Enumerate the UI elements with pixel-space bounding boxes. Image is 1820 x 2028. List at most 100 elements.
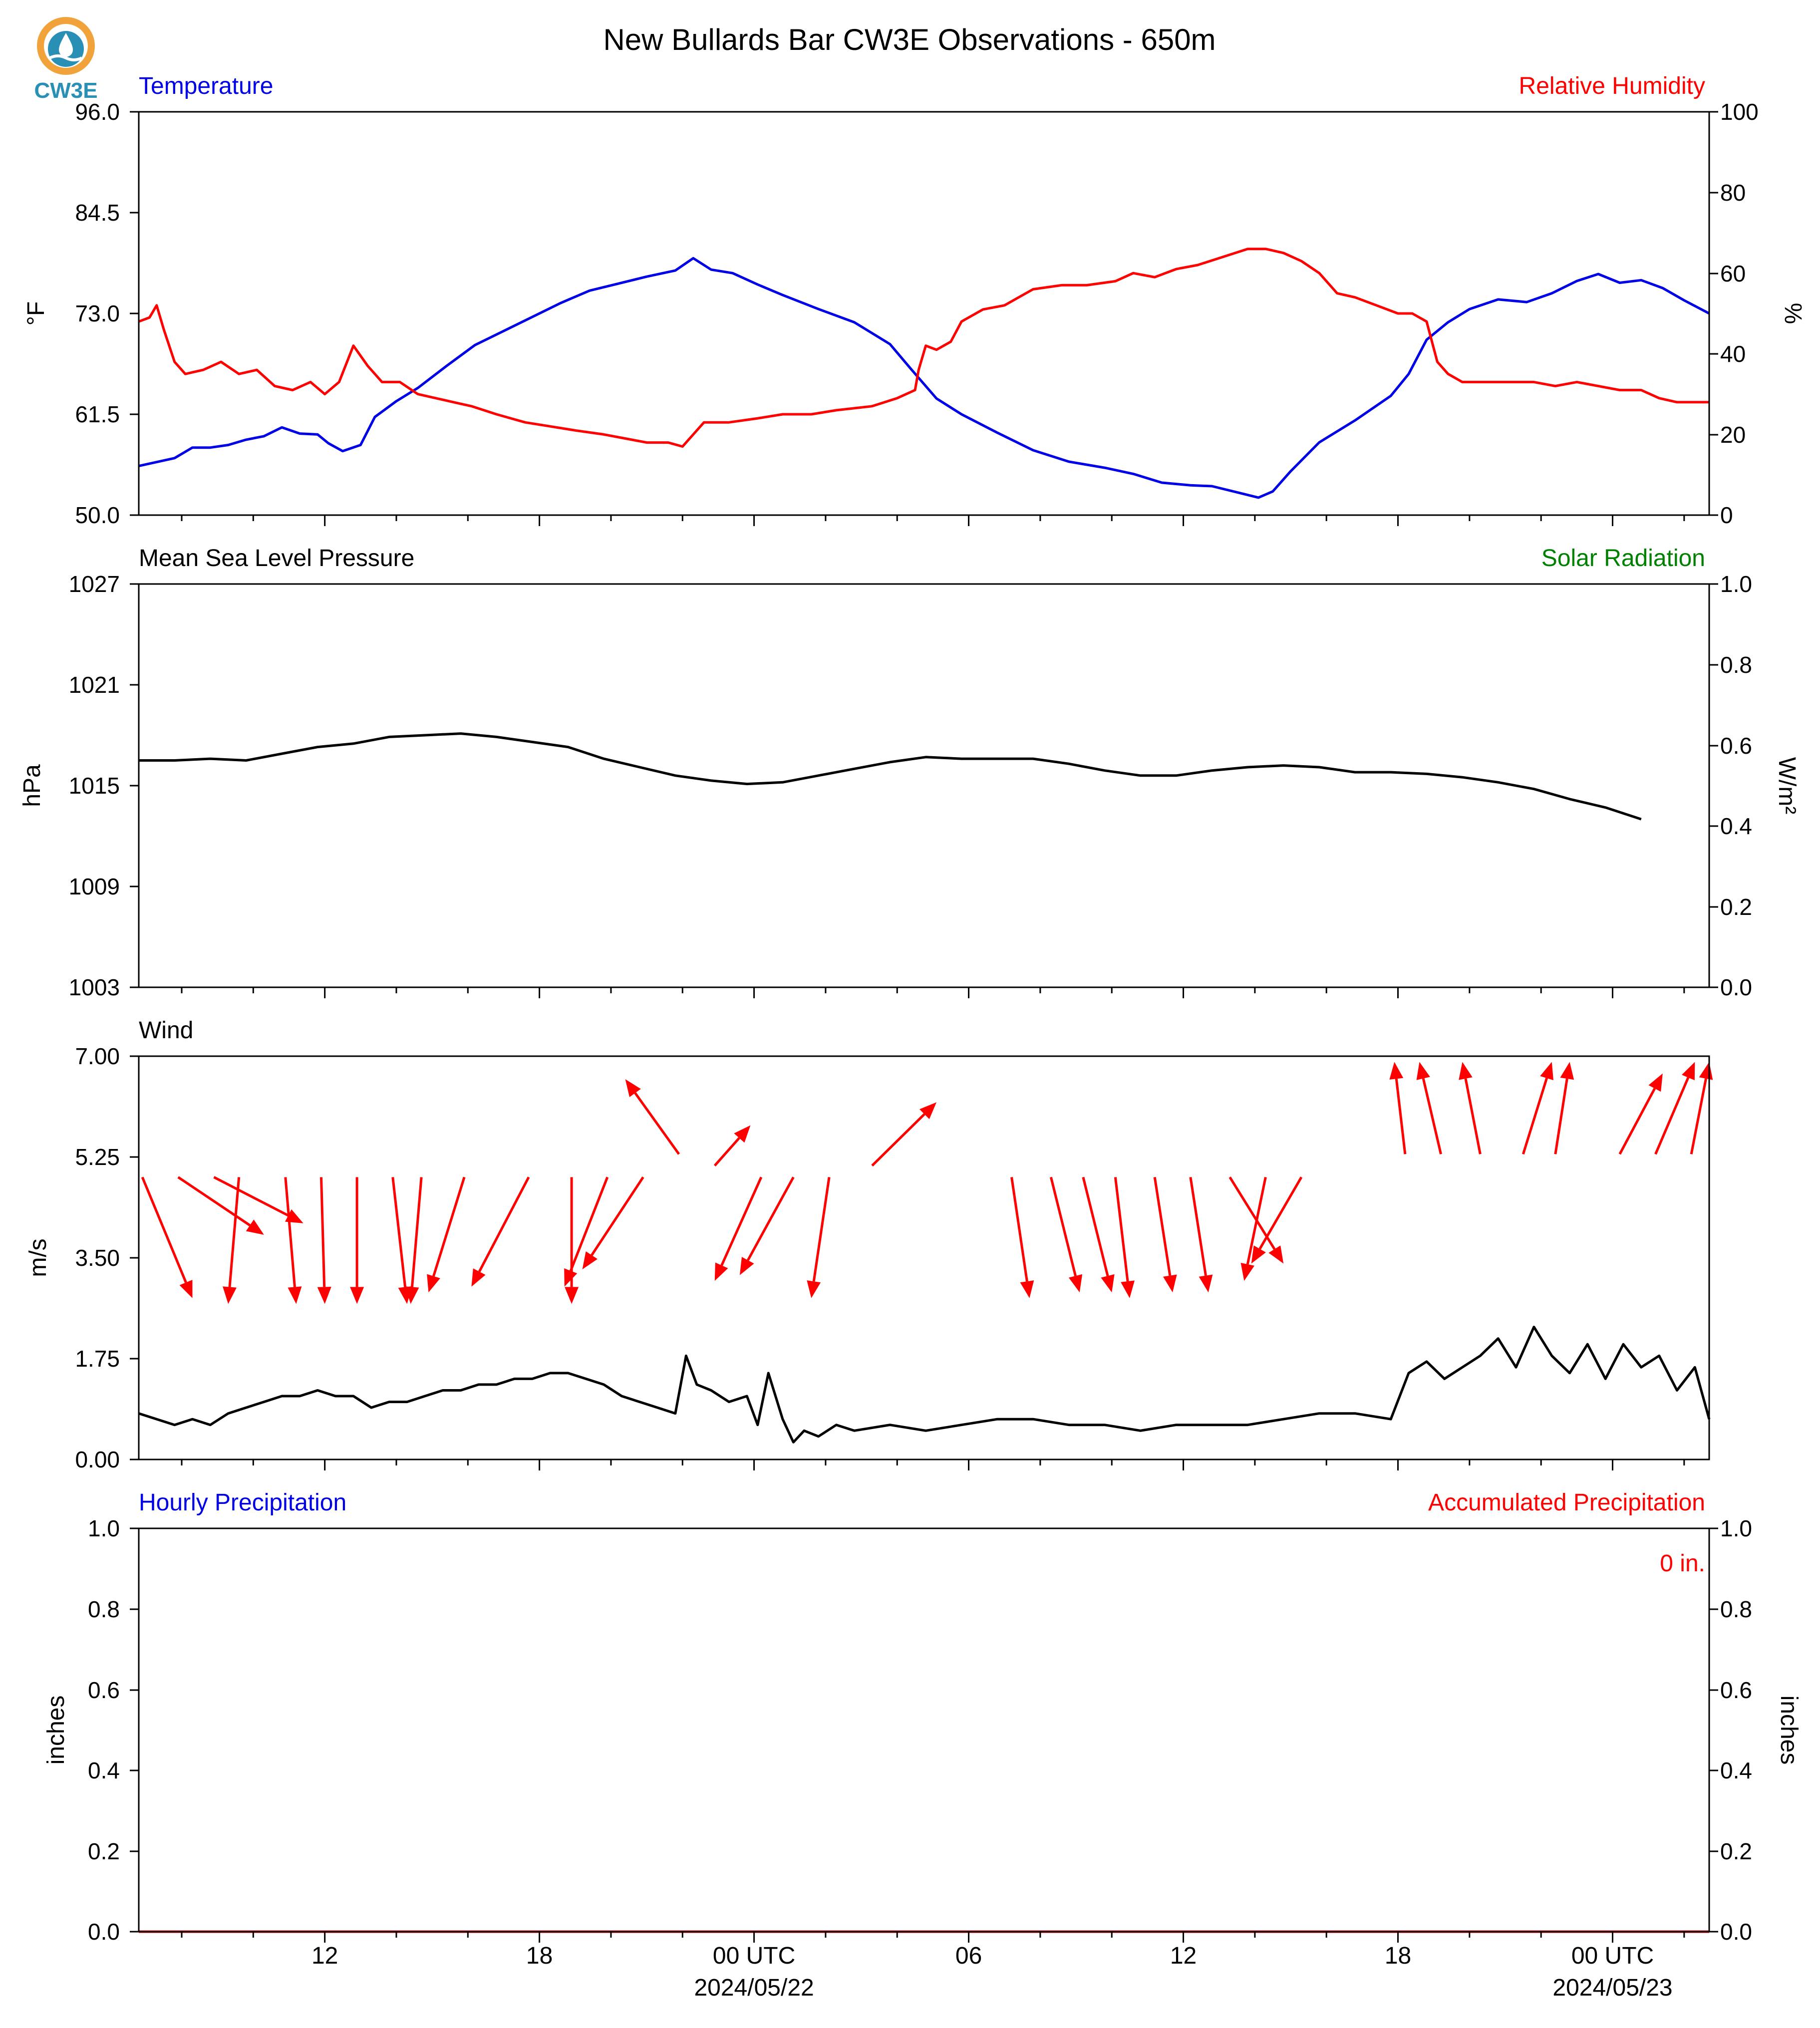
wind-direction-arrow xyxy=(1049,1176,1083,1293)
y2-tick-label: 80 xyxy=(1720,180,1746,206)
y2-tick-label: 0.4 xyxy=(1720,1757,1752,1783)
solar-axis-title: W/m² xyxy=(1774,757,1800,815)
mean-sea-level-pressure-line xyxy=(139,732,1642,821)
x-tick-label: 12 xyxy=(1170,1943,1197,1969)
x-tick-marks xyxy=(181,1459,1685,1470)
y-tick-label: 0.2 xyxy=(88,1838,120,1864)
rh-panel-label: Relative Humidity xyxy=(1519,73,1705,99)
wind-direction-arrow xyxy=(871,1102,937,1167)
wind-arrow-head xyxy=(405,1286,419,1304)
figure-title: New Bullards Bar CW3E Observations - 650… xyxy=(603,23,1215,56)
y-tick-label: 7.00 xyxy=(75,1043,120,1069)
y2-tick-label: 40 xyxy=(1720,341,1746,367)
wind-arrow-head xyxy=(1459,1062,1473,1080)
wind-arrow-head xyxy=(246,1219,264,1235)
temperature-y-ticks: 50.0 61.5 73.0 84.5 96.0 xyxy=(75,99,139,528)
x-tick-marks xyxy=(181,515,1685,526)
pressure-plot-frame xyxy=(138,583,1710,988)
wind-arrow-shaft xyxy=(713,1137,740,1166)
wind-arrow-shaft xyxy=(1654,1077,1690,1155)
y-tick-label: 0.0 xyxy=(88,1919,120,1945)
y2-tick-label: 20 xyxy=(1720,422,1746,448)
wind-arrow-head xyxy=(714,1262,728,1281)
accum-y-ticks: 0.0 0.2 0.4 0.6 0.8 1.0 xyxy=(1709,1515,1752,1945)
wind-direction-arrow xyxy=(350,1177,364,1304)
wind-arrow-head xyxy=(317,1286,331,1304)
wind-arrow-shaft xyxy=(1189,1177,1207,1276)
wind-direction-arrow xyxy=(427,1176,466,1293)
wind-arrow-head xyxy=(739,1257,754,1275)
wind-arrow-shaft xyxy=(720,1176,763,1266)
wind-speed-line xyxy=(138,1326,1711,1444)
pressure-lines xyxy=(139,732,1642,821)
y-tick-label: 0.00 xyxy=(75,1447,120,1472)
y-tick-label: 1021 xyxy=(69,672,120,698)
y2-tick-label: 0.6 xyxy=(1720,1677,1752,1703)
panel-pressure-solar: Mean Sea Level Pressure Solar Radiation … xyxy=(19,545,1800,1000)
wind-arrow-shaft xyxy=(141,1176,187,1283)
y-tick-label: 1015 xyxy=(69,773,120,799)
y2-tick-label: 1.0 xyxy=(1720,1515,1752,1541)
wind-direction-arrow xyxy=(1240,1176,1267,1281)
wind-arrow-shaft xyxy=(634,1092,680,1155)
time-axis-labels: 12 18 00 UTC 2024/05/22 06 12 18 00 UTC 2024/05/… xyxy=(311,1943,1673,2001)
wind-arrow-head xyxy=(625,1079,641,1097)
accum-axis-title: inches xyxy=(1776,1696,1802,1765)
wind-direction-arrow xyxy=(564,1176,609,1287)
wind-arrow-head xyxy=(427,1274,440,1293)
wind-direction-arrow xyxy=(1459,1062,1482,1155)
y-tick-marks xyxy=(130,583,139,988)
accum-precip-label: Accumulated Precipitation xyxy=(1428,1489,1705,1516)
x-tick-label: 00 UTC xyxy=(1571,1943,1654,1969)
wind-arrow-head xyxy=(1251,1245,1266,1264)
wind-arrow-shaft xyxy=(1521,1078,1548,1155)
wind-direction-arrow xyxy=(1654,1062,1695,1155)
wind-direction-arrow xyxy=(284,1177,302,1304)
wind-arrow-head xyxy=(1699,1062,1713,1080)
wind-direction-arrow xyxy=(714,1176,763,1281)
x-tick-label: 18 xyxy=(526,1943,553,1969)
y-tick-label: 50.0 xyxy=(75,502,120,528)
y2-tick-label: 0 xyxy=(1720,502,1733,528)
wind-direction-arrow xyxy=(317,1177,331,1304)
wind-lines xyxy=(138,1326,1711,1444)
wind-arrow-shaft xyxy=(228,1177,241,1287)
y2-tick-label: 0.8 xyxy=(1720,1596,1752,1622)
logo-text: CW3E xyxy=(34,78,97,103)
wind-arrow-head xyxy=(350,1287,364,1304)
y2-tick-label: 1.0 xyxy=(1720,571,1752,597)
wind-direction-arrow xyxy=(405,1177,423,1304)
wind-arrow-shaft xyxy=(1618,1088,1656,1155)
y-tick-label: 0.4 xyxy=(88,1757,120,1783)
wind-arrow-head xyxy=(1101,1274,1115,1293)
solar-y-ticks: 0.0 0.2 0.4 0.6 0.8 1.0 xyxy=(1709,571,1752,1000)
wind-direction-arrow xyxy=(471,1176,530,1287)
wind-arrow-shaft xyxy=(1010,1177,1028,1282)
wind-arrow-shaft xyxy=(1464,1078,1482,1155)
wind-direction-arrow xyxy=(1189,1177,1213,1293)
wind-axis-title: m/s xyxy=(25,1238,51,1277)
wind-direction-arrow xyxy=(391,1177,412,1304)
wind-arrow-shaft xyxy=(177,1176,251,1226)
hourly-precip-label: Hourly Precipitation xyxy=(139,1489,346,1516)
x-tick-label: 06 xyxy=(955,1943,982,1969)
y-tick-label: 1.0 xyxy=(88,1515,120,1541)
x-tick-label: 18 xyxy=(1385,1943,1411,1969)
wind-direction-arrow xyxy=(1010,1177,1034,1298)
wind-arrow-head xyxy=(564,1268,578,1287)
wind-arrow-head xyxy=(807,1280,821,1298)
pressure-y-ticks: 1003 1009 1015 1021 1027 xyxy=(69,571,139,1000)
wind-arrow-shaft xyxy=(1554,1078,1568,1155)
x-tick-label: 12 xyxy=(311,1943,338,1969)
wind-arrow-shaft xyxy=(812,1177,831,1282)
y-tick-label: 1027 xyxy=(69,571,120,597)
wind-arrow-head xyxy=(1682,1062,1695,1081)
wind-arrow-shaft xyxy=(1082,1176,1109,1276)
panel-temperature-rh: Temperature Relative Humidity 50.0 61.5 … xyxy=(23,73,1806,528)
panel-precipitation: Hourly Precipitation Accumulated Precipi… xyxy=(43,1489,1802,1945)
wind-arrow-head xyxy=(471,1268,486,1287)
wind-direction-arrow xyxy=(1618,1073,1663,1155)
precip-axis-title: inches xyxy=(43,1696,69,1765)
y2-tick-label: 0.4 xyxy=(1720,813,1752,839)
